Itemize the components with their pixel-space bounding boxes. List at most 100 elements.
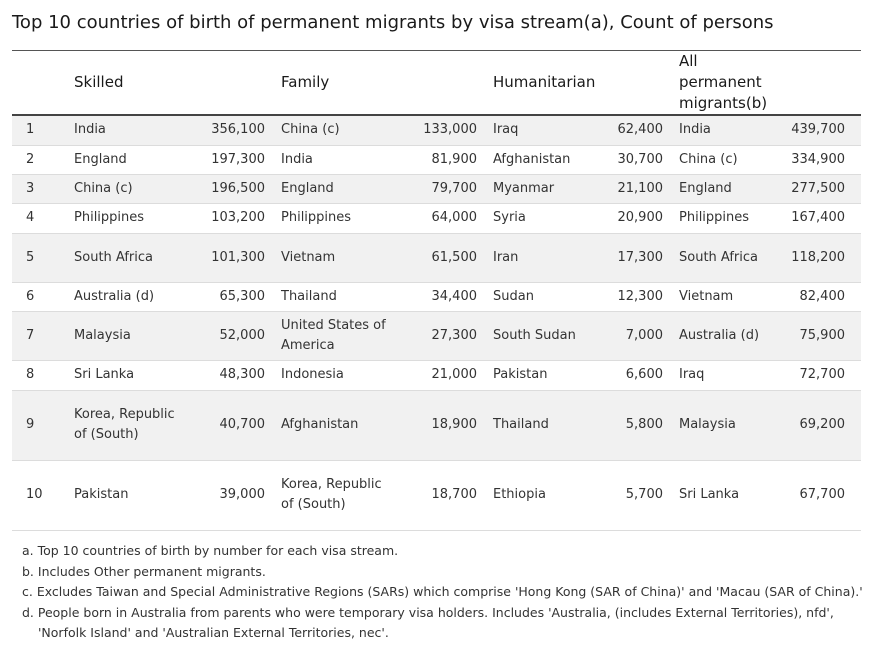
cell-all-country: England xyxy=(679,180,732,196)
cell-humanitarian-count: 62,400 xyxy=(617,122,664,138)
cell-all-count: 118,200 xyxy=(791,249,845,265)
table-row: 6 Australia (d) 65,300 Thailand 34,400 Sudan 1… xyxy=(12,282,861,311)
cell-family-country: Thailand xyxy=(281,288,337,304)
table-row: 2 England 197,300 India 81,900 Afghanistan 30,… xyxy=(12,145,861,174)
cell-humanitarian-country: Sudan xyxy=(493,288,534,304)
cell-humanitarian-count: 30,700 xyxy=(617,151,664,167)
page-title: Top 10 countries of birth of permanent m… xyxy=(12,12,774,33)
cell-humanitarian-country: Pakistan xyxy=(493,367,548,382)
cell-humanitarian-count: 5,800 xyxy=(625,417,663,432)
cell-skilled-count: 39,000 xyxy=(219,487,266,502)
table-body: 1 India 356,100 China (c) 133,000 Iraq 62,400 I… xyxy=(12,115,861,530)
cell-family-count: 81,900 xyxy=(431,151,478,167)
cell-all-country: Philippines xyxy=(679,210,750,225)
cell-family-count: 18,700 xyxy=(431,487,478,502)
cell-humanitarian-count: 5,700 xyxy=(625,487,663,502)
cell-humanitarian-count: 12,300 xyxy=(617,288,664,304)
header-skilled-count xyxy=(184,51,281,116)
cell-all-country: Sri Lanka xyxy=(679,487,740,502)
cell-all-country: Iraq xyxy=(679,367,705,382)
cell-skilled-count: 101,300 xyxy=(211,249,265,265)
cell-rank: 7 xyxy=(26,327,35,343)
cell-humanitarian-country: Myanmar xyxy=(493,180,555,196)
table-row: 4 Philippines 103,200 Philippines 64,000 Syri… xyxy=(12,203,861,233)
cell-family-country: Afghanistan xyxy=(281,417,359,432)
cell-family-country: India xyxy=(281,151,313,167)
cell-humanitarian-count: 7,000 xyxy=(625,327,663,343)
table-row: 8 Sri Lanka 48,300 Indonesia 21,000 Pakistan 6… xyxy=(12,360,861,390)
cell-all-country: China (c) xyxy=(679,151,738,167)
footnote-b: b. Includes Other permanent migrants. xyxy=(22,563,266,579)
header-rank xyxy=(12,51,74,116)
cell-humanitarian-count: 21,100 xyxy=(617,180,664,196)
header-skilled: Skilled xyxy=(74,73,124,91)
cell-skilled-country: Pakistan xyxy=(74,487,129,502)
cell-family-country: England xyxy=(281,180,334,196)
cell-skilled-count: 65,300 xyxy=(219,288,266,304)
cell-all-country: India xyxy=(679,122,711,138)
cell-family-count: 21,000 xyxy=(431,367,478,382)
cell-family-country: United States of America xyxy=(281,317,386,353)
cell-all-country: Vietnam xyxy=(679,288,734,304)
cell-humanitarian-country: Iraq xyxy=(493,122,519,138)
cell-skilled-country: South Africa xyxy=(74,249,153,265)
cell-humanitarian-country: Ethiopia xyxy=(493,487,546,502)
table-row: 9 Korea, Republic of (South) 40,700 Afghani… xyxy=(12,390,861,460)
cell-skilled-count: 52,000 xyxy=(219,327,266,343)
footnote-a: a. Top 10 countries of birth by number f… xyxy=(22,543,399,558)
cell-all-country: Malaysia xyxy=(679,417,736,432)
cell-humanitarian-country: Iran xyxy=(493,249,519,265)
cell-skilled-country: Malaysia xyxy=(74,327,131,343)
cell-skilled-count: 196,500 xyxy=(211,180,265,196)
cell-skilled-country: China (c) xyxy=(74,180,133,196)
cell-family-count: 61,500 xyxy=(431,249,478,265)
cell-skilled-count: 48,300 xyxy=(219,367,266,382)
cell-all-count: 277,500 xyxy=(791,180,845,196)
cell-skilled-count: 103,200 xyxy=(211,210,265,225)
cell-all-country: South Africa xyxy=(679,249,758,265)
header-humanitarian: Humanitarian xyxy=(493,73,596,91)
cell-family-country: Korea, Republic of (South) xyxy=(281,477,382,512)
cell-family-count: 79,700 xyxy=(431,180,478,196)
cell-all-count: 439,700 xyxy=(791,122,845,138)
cell-rank: 5 xyxy=(26,249,35,265)
table-row: 3 China (c) 196,500 England 79,700 Myanmar 21,… xyxy=(12,174,861,203)
footnote-d-continued: 'Norfolk Island' and 'Australian Externa… xyxy=(38,625,389,640)
cell-rank: 10 xyxy=(26,487,43,502)
cell-family-country: Philippines xyxy=(281,210,352,225)
cell-humanitarian-country: Thailand xyxy=(493,417,549,432)
cell-rank: 8 xyxy=(26,367,35,382)
migrants-table: Skilled Family Humanitarian All permanen… xyxy=(12,50,861,531)
cell-skilled-country: Philippines xyxy=(74,210,145,225)
cell-rank: 2 xyxy=(26,151,35,167)
cell-family-count: 27,300 xyxy=(431,327,478,343)
header-humanitarian-count xyxy=(593,51,679,116)
cell-family-country: China (c) xyxy=(281,122,340,138)
cell-all-country: Australia (d) xyxy=(679,327,760,343)
cell-humanitarian-country: Afghanistan xyxy=(493,151,571,167)
cell-rank: 1 xyxy=(26,122,35,138)
cell-all-count: 334,900 xyxy=(791,151,845,167)
cell-family-count: 64,000 xyxy=(431,210,478,225)
header-family: Family xyxy=(281,73,330,91)
cell-family-country: Vietnam xyxy=(281,249,336,265)
cell-family-count: 34,400 xyxy=(431,288,478,304)
cell-skilled-country: England xyxy=(74,151,127,167)
header-all-permanent-count xyxy=(769,51,861,116)
cell-humanitarian-count: 6,600 xyxy=(625,367,663,382)
cell-family-country: Indonesia xyxy=(281,367,344,382)
header-family-count xyxy=(396,51,493,116)
footnote-d: d. People born in Australia from parents… xyxy=(22,604,834,620)
cell-rank: 9 xyxy=(26,417,35,432)
cell-all-count: 82,400 xyxy=(799,288,846,304)
table-row: 1 India 356,100 China (c) 133,000 Iraq 62,400 I… xyxy=(12,115,861,145)
cell-all-count: 69,200 xyxy=(799,417,846,432)
cell-humanitarian-count: 20,900 xyxy=(617,210,664,225)
footnote-c: c. Excludes Taiwan and Special Administr… xyxy=(22,584,863,599)
cell-skilled-country: Australia (d) xyxy=(74,288,155,304)
table-row: 5 South Africa 101,300 Vietnam 61,500 Iran 17,… xyxy=(12,233,861,282)
cell-skilled-country: India xyxy=(74,122,106,138)
cell-rank: 6 xyxy=(26,288,35,304)
cell-skilled-count: 356,100 xyxy=(211,122,265,138)
